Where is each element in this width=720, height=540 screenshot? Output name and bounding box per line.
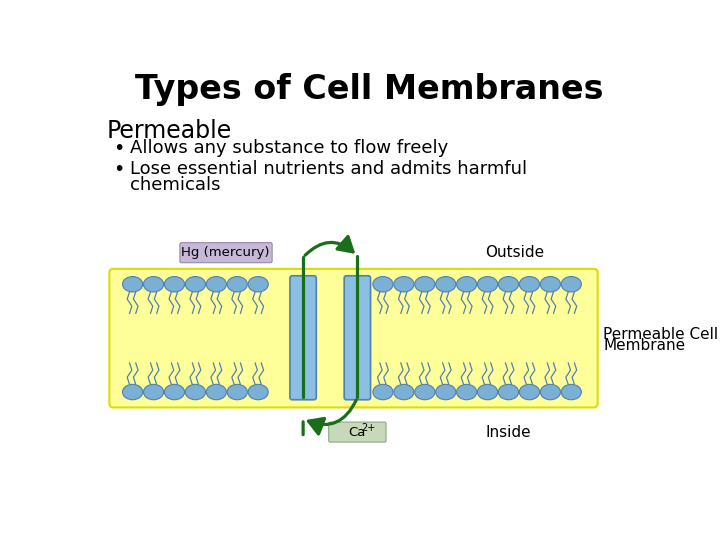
Ellipse shape <box>143 384 163 400</box>
Ellipse shape <box>248 276 269 292</box>
Text: Permeable Cell: Permeable Cell <box>603 327 718 342</box>
Ellipse shape <box>540 384 560 400</box>
Ellipse shape <box>206 276 226 292</box>
Ellipse shape <box>373 276 393 292</box>
FancyBboxPatch shape <box>329 422 386 442</box>
Ellipse shape <box>122 276 143 292</box>
Text: •: • <box>113 160 125 179</box>
Ellipse shape <box>436 384 456 400</box>
Ellipse shape <box>456 276 477 292</box>
Ellipse shape <box>498 276 518 292</box>
Ellipse shape <box>477 384 498 400</box>
Ellipse shape <box>122 384 143 400</box>
Ellipse shape <box>373 384 393 400</box>
Ellipse shape <box>498 384 518 400</box>
Ellipse shape <box>561 384 581 400</box>
Text: 2+: 2+ <box>361 423 376 433</box>
Text: Types of Cell Membranes: Types of Cell Membranes <box>135 72 603 105</box>
Ellipse shape <box>456 384 477 400</box>
Ellipse shape <box>394 384 414 400</box>
Text: Allows any substance to flow freely: Allows any substance to flow freely <box>130 139 449 158</box>
Ellipse shape <box>415 276 435 292</box>
FancyArrowPatch shape <box>305 237 353 255</box>
Ellipse shape <box>164 276 184 292</box>
Ellipse shape <box>164 384 184 400</box>
FancyBboxPatch shape <box>344 276 371 400</box>
FancyArrowPatch shape <box>309 400 356 434</box>
Ellipse shape <box>185 276 205 292</box>
Text: chemicals: chemicals <box>130 177 221 194</box>
Ellipse shape <box>394 276 414 292</box>
Text: Outside: Outside <box>485 245 544 260</box>
Ellipse shape <box>228 384 248 400</box>
Ellipse shape <box>519 384 539 400</box>
Ellipse shape <box>228 276 248 292</box>
Text: Membrane: Membrane <box>603 339 685 353</box>
Ellipse shape <box>436 276 456 292</box>
FancyBboxPatch shape <box>180 242 272 262</box>
FancyBboxPatch shape <box>109 269 598 408</box>
Ellipse shape <box>415 384 435 400</box>
Text: Ca: Ca <box>348 426 366 438</box>
Ellipse shape <box>185 384 205 400</box>
Ellipse shape <box>561 276 581 292</box>
Text: Permeable: Permeable <box>107 119 233 143</box>
Ellipse shape <box>477 276 498 292</box>
Ellipse shape <box>206 384 226 400</box>
Text: •: • <box>113 139 125 159</box>
FancyBboxPatch shape <box>290 276 316 400</box>
Text: Hg (mercury): Hg (mercury) <box>181 246 270 259</box>
Ellipse shape <box>519 276 539 292</box>
Ellipse shape <box>143 276 163 292</box>
Text: Inside: Inside <box>485 424 531 440</box>
Ellipse shape <box>540 276 560 292</box>
Text: Lose essential nutrients and admits harmful: Lose essential nutrients and admits harm… <box>130 160 528 178</box>
Ellipse shape <box>248 384 269 400</box>
